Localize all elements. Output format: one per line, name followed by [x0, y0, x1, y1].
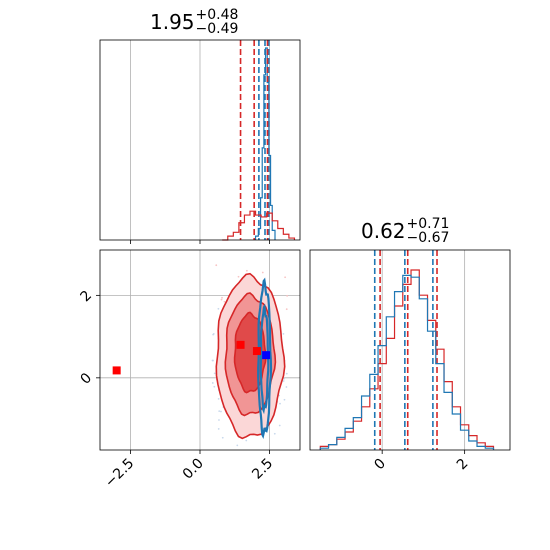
joint-sample-point — [279, 402, 281, 405]
marginal-y-histogram — [319, 274, 495, 450]
joint-sample-point — [283, 377, 286, 380]
joint-sample-point — [218, 410, 221, 413]
title-x-value: 1.95 — [150, 10, 195, 34]
joint-blue-contour — [257, 277, 273, 439]
joint-sample-point — [220, 298, 223, 301]
joint-sample-point — [278, 424, 281, 427]
joint-sample-point — [221, 436, 224, 439]
joint-sample-point — [285, 308, 288, 311]
joint-sample-point — [217, 307, 220, 310]
joint-marker — [112, 366, 121, 375]
joint-sample-point — [236, 444, 239, 447]
marginal-y-xtick-label: 0 — [371, 456, 389, 474]
joint-xtick-label: 2.5 — [249, 456, 276, 483]
joint-sample-point — [223, 300, 226, 303]
marginal-x-panel — [99, 39, 301, 244]
joint-sample-point — [285, 386, 288, 388]
marginal-y-frame — [309, 249, 511, 451]
title-x-minus: −0.49 — [195, 21, 239, 37]
marginal-y-histogram — [319, 269, 495, 450]
marginal-x-title: 1.95 +0.48 −0.49 — [150, 8, 238, 36]
joint-xtick-label: −2.5 — [102, 456, 137, 491]
joint-ytick-label: 2 — [78, 288, 96, 306]
joint-sample-point — [218, 419, 220, 421]
title-y-value: 0.62 — [361, 219, 406, 243]
joint-xtick-label: 0.0 — [180, 456, 207, 483]
marginal-x-histogram — [222, 210, 296, 241]
joint-blue-contour — [259, 303, 270, 415]
joint-sample-point — [284, 276, 287, 279]
joint-sample-point — [282, 380, 285, 382]
joint-ytick-label: 0 — [78, 370, 96, 388]
joint-sample-point — [283, 398, 286, 401]
title-x-plus: +0.48 — [195, 7, 239, 23]
joint-sample-point — [220, 410, 222, 413]
joint-sample-point — [245, 269, 248, 272]
marginal-y-title: 0.62 +0.71 −0.67 — [361, 217, 449, 245]
joint-marker — [262, 351, 271, 360]
joint-sample-point — [261, 271, 264, 274]
joint-sample-point — [286, 294, 289, 297]
marginal-y-xtick-label: 2 — [454, 456, 472, 474]
joint-sample-point — [212, 332, 215, 335]
joint-marker — [236, 340, 245, 349]
joint-sample-point — [217, 428, 220, 430]
title-y-plus: +0.71 — [406, 216, 450, 232]
joint-sample-point — [217, 397, 220, 400]
joint-sample-point — [237, 275, 240, 278]
joint-sample-point — [273, 432, 276, 435]
joint-sample-point — [215, 264, 218, 267]
joint-sample-point — [211, 382, 214, 384]
joint-sample-point — [245, 439, 248, 442]
joint-sample-point — [221, 296, 223, 299]
joint-sample-point — [213, 372, 216, 375]
title-y-minus: −0.67 — [406, 230, 450, 246]
joint-sample-point — [213, 385, 216, 388]
joint-panel: −2.5 0.0 2.5 0 2 — [78, 249, 301, 491]
joint-sample-point — [282, 333, 285, 335]
joint-sample-point — [285, 372, 288, 375]
joint-marker — [252, 347, 261, 356]
joint-sample-point — [211, 359, 214, 362]
